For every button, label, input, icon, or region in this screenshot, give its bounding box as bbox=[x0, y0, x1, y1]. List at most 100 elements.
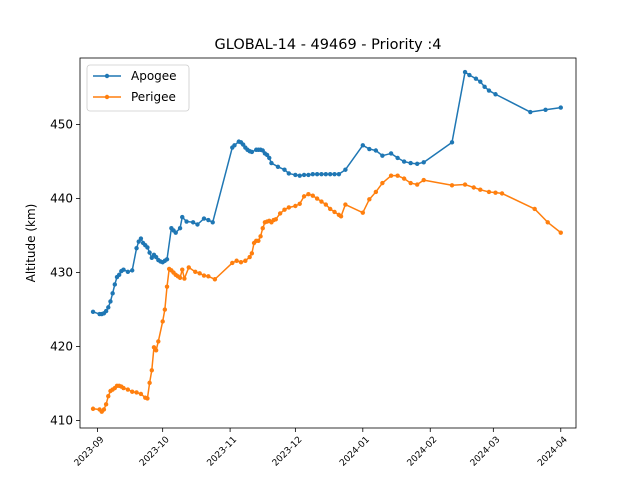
data-point-perigee bbox=[277, 211, 283, 216]
data-point-apogee bbox=[493, 92, 498, 97]
data-point-perigee bbox=[293, 203, 298, 209]
data-point-perigee bbox=[247, 254, 252, 260]
data-point-apogee bbox=[130, 268, 135, 273]
data-point-apogee bbox=[380, 153, 385, 158]
data-point-perigee bbox=[164, 284, 170, 289]
data-point-perigee bbox=[186, 265, 191, 270]
data-point-apogee bbox=[395, 155, 400, 161]
data-point-apogee bbox=[449, 140, 455, 145]
data-point-perigee bbox=[256, 238, 261, 243]
data-point-apogee bbox=[180, 214, 185, 220]
legend-label-perigee: Perigee bbox=[131, 90, 176, 104]
data-point-apogee bbox=[173, 230, 178, 235]
data-point-apogee bbox=[232, 143, 237, 148]
data-point-perigee bbox=[243, 258, 248, 263]
data-point-perigee bbox=[414, 182, 420, 187]
data-point-apogee bbox=[125, 269, 131, 275]
data-point-apogee bbox=[408, 160, 413, 166]
data-point-apogee bbox=[473, 76, 479, 81]
data-point-perigee bbox=[380, 180, 385, 186]
data-point-perigee bbox=[395, 173, 400, 178]
data-point-perigee bbox=[486, 189, 492, 195]
data-point-apogee bbox=[528, 109, 533, 115]
data-point-apogee bbox=[319, 171, 324, 177]
data-point-perigee bbox=[493, 190, 498, 195]
data-point-perigee bbox=[197, 271, 202, 276]
data-point-perigee bbox=[310, 193, 315, 198]
data-point-apogee bbox=[103, 308, 109, 314]
data-point-perigee bbox=[177, 275, 183, 280]
x-tick-label: 2023-12 bbox=[271, 435, 305, 469]
data-point-apogee bbox=[336, 171, 342, 177]
data-point-apogee bbox=[210, 220, 215, 225]
y-tick-label: 430 bbox=[50, 266, 73, 280]
data-point-perigee bbox=[160, 319, 165, 324]
y-axis: 410 420 430 440 450 bbox=[50, 118, 80, 428]
data-point-apogee bbox=[421, 160, 426, 165]
data-point-perigee bbox=[273, 217, 278, 222]
data-point-perigee bbox=[230, 260, 235, 266]
data-point-perigee bbox=[343, 202, 348, 207]
data-point-perigee bbox=[249, 251, 255, 256]
legend-marker-perigee bbox=[104, 94, 110, 100]
data-point-perigee bbox=[238, 260, 244, 265]
data-point-apogee bbox=[310, 171, 315, 177]
data-point-apogee bbox=[147, 250, 152, 255]
data-point-apogee bbox=[164, 257, 170, 262]
data-point-perigee bbox=[558, 230, 563, 235]
data-point-apogee bbox=[367, 146, 372, 152]
data-point-perigee bbox=[206, 274, 211, 279]
data-point-apogee bbox=[116, 272, 122, 278]
x-tick-label: 2023-11 bbox=[206, 435, 240, 469]
data-point-perigee bbox=[421, 177, 426, 183]
data-point-apogee bbox=[343, 167, 348, 172]
data-point-perigee bbox=[193, 269, 198, 275]
data-point-apogee bbox=[558, 105, 563, 110]
data-point-perigee bbox=[134, 390, 139, 395]
data-point-apogee bbox=[332, 171, 337, 177]
series-apogee bbox=[90, 69, 563, 317]
x-tick-label: 2024-02 bbox=[406, 435, 440, 469]
data-point-perigee bbox=[373, 189, 379, 195]
data-point-apogee bbox=[106, 305, 111, 310]
data-point-apogee bbox=[184, 219, 189, 224]
plot-frame bbox=[79, 57, 577, 429]
data-point-apogee bbox=[269, 160, 274, 166]
data-point-apogee bbox=[543, 107, 548, 113]
data-point-apogee bbox=[267, 155, 272, 161]
data-point-apogee bbox=[388, 151, 394, 156]
y-tick-label: 440 bbox=[50, 192, 73, 206]
data-point-perigee bbox=[478, 187, 483, 192]
data-point-perigee bbox=[360, 210, 366, 215]
data-point-apogee bbox=[482, 84, 487, 90]
data-point-apogee bbox=[323, 171, 329, 177]
data-point-perigee bbox=[319, 199, 324, 204]
y-tick-label: 450 bbox=[50, 118, 73, 132]
data-point-apogee bbox=[306, 172, 311, 178]
plot-area bbox=[80, 58, 576, 428]
data-point-apogee bbox=[249, 149, 255, 155]
data-point-apogee bbox=[138, 236, 144, 241]
chart-title: GLOBAL-14 - 49469 - Priority :4 bbox=[215, 37, 442, 53]
data-point-apogee bbox=[145, 245, 150, 250]
data-point-perigee bbox=[90, 406, 96, 411]
x-tick-label: 2023-10 bbox=[138, 435, 172, 469]
data-point-perigee bbox=[162, 307, 168, 312]
data-point-perigee bbox=[408, 180, 413, 186]
x-tick-label: 2024-03 bbox=[469, 435, 503, 469]
data-point-apogee bbox=[282, 167, 287, 172]
data-point-perigee bbox=[180, 267, 185, 272]
series-perigee bbox=[90, 173, 563, 414]
data-point-perigee bbox=[258, 234, 263, 239]
data-point-perigee bbox=[388, 173, 394, 178]
data-point-apogee bbox=[293, 172, 298, 178]
data-point-perigee bbox=[156, 339, 161, 344]
data-point-perigee bbox=[260, 226, 265, 231]
data-point-perigee bbox=[327, 206, 333, 212]
data-point-perigee bbox=[367, 197, 372, 202]
data-point-apogee bbox=[112, 282, 118, 287]
data-point-apogee bbox=[414, 161, 420, 167]
data-point-perigee bbox=[301, 194, 307, 199]
data-point-apogee bbox=[110, 291, 115, 296]
